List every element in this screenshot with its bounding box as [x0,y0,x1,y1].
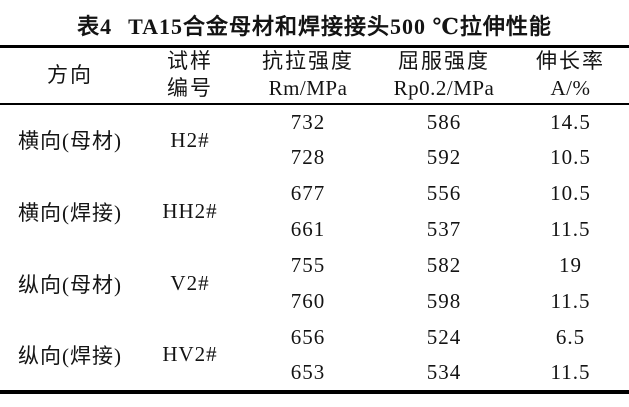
col-header-elongation: 伸长率 A/% [512,47,629,104]
value-cell: 556 [426,181,462,205]
value-cell: 524 [426,325,462,349]
table-row: 661 537 11.5 [0,212,629,248]
col-header-label: 试样 [167,49,213,74]
value-cell: 6.5 [555,325,586,349]
table-row: 纵向(焊接) HV2# 656 524 6.5 [0,320,629,368]
table-header: 方向 试样 编号 抗拉强度 Rm/MPa 屈服强度 Rp0.2/MPa 伸长率 … [0,47,629,104]
value-cell: 760 [290,289,326,313]
col-header-sublabel: Rm/MPa [268,76,348,101]
col-header-label: 伸长率 [536,49,605,74]
direction-cell: 纵向(母材) [18,272,122,297]
header-row: 方向 试样 编号 抗拉强度 Rm/MPa 屈服强度 Rp0.2/MPa 伸长率 … [0,47,629,104]
value-cell: 656 [290,325,326,349]
table-row: 653 534 11.5 [0,356,629,392]
value-cell: 534 [426,360,462,384]
value-cell: 592 [426,145,462,169]
table-row: 760 598 11.5 [0,284,629,320]
value-cell: 598 [426,289,462,313]
value-cell: 582 [426,253,462,277]
value-cell: 677 [290,181,326,205]
direction-cell: 纵向(焊接) [18,343,122,368]
table-row: 横向(焊接) HH2# 677 556 10.5 [0,176,629,225]
value-cell: 732 [290,109,326,134]
value-cell: 14.5 [550,109,591,134]
col-header-label: 抗拉强度 [262,49,354,74]
value-cell: 10.5 [550,145,591,169]
value-cell: 653 [290,360,326,384]
table-body: 横向(母材) H2# 732 586 14.5 728 592 10.5 横向(焊接) HH2# 6… [0,104,629,392]
col-header-direction: 方向 [0,47,140,104]
table-caption-title: TA15合金母材和焊接接头500 ℃拉伸性能 [128,14,552,39]
table-caption: 表4 TA15合金母材和焊接接头500 ℃拉伸性能 [0,0,629,45]
data-table: 方向 试样 编号 抗拉强度 Rm/MPa 屈服强度 Rp0.2/MPa 伸长率 … [0,45,629,394]
sample-id-cell: HV2# [162,342,218,366]
col-header-tensile-strength: 抗拉强度 Rm/MPa [240,47,376,104]
value-cell: 728 [290,145,326,169]
table-row: 横向(母材) H2# 732 586 14.5 [0,104,629,154]
value-cell: 755 [290,253,326,277]
table-caption-number: 表4 [77,14,113,39]
direction-cell: 横向(母材) [18,129,122,153]
value-cell: 10.5 [550,181,591,205]
col-header-sublabel: Rp0.2/MPa [393,76,495,101]
sample-id-cell: H2# [170,127,210,152]
col-header-label: 屈服强度 [398,49,490,74]
col-header-sample-id: 试样 编号 [140,47,240,104]
col-header-sublabel: A/% [550,76,591,101]
value-cell: 586 [426,109,462,134]
table-row: 纵向(母材) V2# 755 582 19 [0,248,629,297]
value-cell: 11.5 [550,217,591,241]
value-cell: 661 [290,217,326,241]
value-cell: 19 [559,253,582,277]
sample-id-cell: HH2# [162,199,218,223]
sample-id-cell: V2# [170,271,210,295]
value-cell: 11.5 [550,289,591,313]
value-cell: 11.5 [550,360,591,384]
col-header-label: 方向 [47,62,93,87]
direction-cell: 横向(焊接) [18,200,122,225]
table-row: 728 592 10.5 [0,140,629,176]
col-header-yield-strength: 屈服强度 Rp0.2/MPa [376,47,512,104]
value-cell: 537 [426,217,462,241]
col-header-sublabel: 编号 [167,76,213,101]
